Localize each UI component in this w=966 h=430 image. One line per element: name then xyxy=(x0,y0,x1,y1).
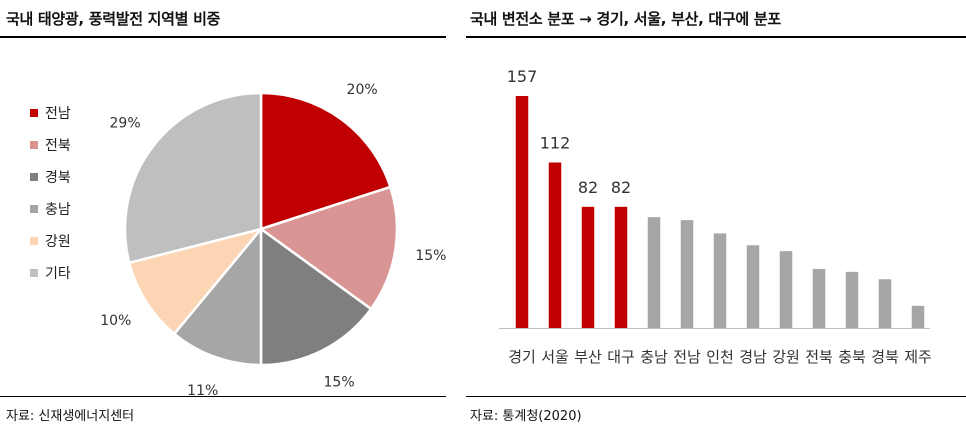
pie-title-rule xyxy=(0,36,446,38)
bar-충남 xyxy=(647,217,661,328)
pie-chart-title: 국내 태양광, 풍력발전 지역별 비중 xyxy=(6,10,221,28)
x-tick-label-충남: 충남 xyxy=(640,348,668,366)
bar-source-rule xyxy=(466,396,966,397)
legend-item-전남: 전남 xyxy=(30,97,71,129)
pie-slice-충남 xyxy=(172,225,263,367)
bar-전남 xyxy=(680,220,694,328)
pie-source: 자료: 신재생에너지센터 xyxy=(6,409,135,424)
bar-chart-title: 국내 변전소 분포 → 경기, 서울, 부산, 대구에 분포 xyxy=(470,10,781,28)
legend-label: 충남 xyxy=(45,202,71,218)
legend-swatch xyxy=(30,173,38,181)
x-tick-label-전북: 전북 xyxy=(805,348,833,366)
bar-chart: 157 경기 112 서울 82 부산 82 대구 충남 전남 인천 경남 강원 전북 충북 경북 제주 xyxy=(499,67,932,366)
x-tick-label-충북: 충북 xyxy=(838,348,866,366)
bar-대구 xyxy=(614,206,628,328)
bar-인천 xyxy=(713,233,727,328)
legend-item-충남: 충남 xyxy=(30,193,71,225)
bar-전북 xyxy=(812,268,826,328)
legend-item-경북: 경북 xyxy=(30,161,71,193)
legend-swatch xyxy=(30,141,38,149)
bar-title-rule xyxy=(466,36,966,38)
legend-label: 경북 xyxy=(45,170,71,186)
legend-item-전북: 전북 xyxy=(30,129,71,161)
x-tick-label-인천: 인천 xyxy=(706,348,734,366)
pie-slice-label-기타: 29% xyxy=(110,116,141,132)
pie-slice-label-전북: 15% xyxy=(415,248,446,264)
bar-value-label-경기: 157 xyxy=(507,67,538,86)
bar-충북 xyxy=(845,271,859,328)
bar-강원 xyxy=(779,251,793,328)
pie-slice-기타 xyxy=(123,91,263,265)
x-tick-label-제주: 제주 xyxy=(904,348,932,366)
legend-swatch xyxy=(30,269,38,277)
x-tick-label-전남: 전남 xyxy=(673,348,701,366)
bar-value-label-서울: 112 xyxy=(540,133,571,152)
bar-제주 xyxy=(911,305,925,328)
legend-label: 강원 xyxy=(45,234,71,250)
pie-source-rule xyxy=(0,396,446,397)
legend-label: 기타 xyxy=(45,266,71,282)
legend-swatch xyxy=(30,237,38,245)
pie-chart: 20% 15% 15% 11% 10% 29% xyxy=(100,82,446,399)
x-tick-label-강원: 강원 xyxy=(772,348,800,366)
bar-panel: 국내 변전소 분포 → 경기, 서울, 부산, 대구에 분포 157 경기 112 서… xyxy=(466,0,966,430)
bar-value-label-부산: 82 xyxy=(578,178,598,197)
bar-source: 자료: 통계청(2020) xyxy=(470,409,582,424)
pie-slice-전남 xyxy=(259,91,392,231)
pie-slice-label-전남: 20% xyxy=(347,82,378,98)
bar-부산 xyxy=(581,206,595,328)
x-tick-label-경남: 경남 xyxy=(739,348,767,366)
legend-item-기타: 기타 xyxy=(30,257,71,289)
legend-label: 전남 xyxy=(45,106,71,122)
x-tick-label-경북: 경북 xyxy=(871,348,899,366)
legend-swatch xyxy=(30,205,38,213)
legend-swatch xyxy=(30,109,38,117)
pie-slice-label-강원: 10% xyxy=(100,313,131,329)
legend-item-강원: 강원 xyxy=(30,225,71,257)
bar-value-label-대구: 82 xyxy=(611,178,631,197)
bar-서울 xyxy=(548,162,562,328)
bar-경북 xyxy=(878,279,892,328)
x-tick-label-대구: 대구 xyxy=(607,348,635,366)
x-tick-label-경기: 경기 xyxy=(508,348,536,366)
pie-slice-경북 xyxy=(259,226,373,367)
legend-label: 전북 xyxy=(45,138,71,154)
pie-slice-label-경북: 15% xyxy=(324,374,355,390)
bar-경기 xyxy=(515,96,529,328)
pie-slice-label-충남: 11% xyxy=(187,383,218,399)
bar-경남 xyxy=(746,245,760,328)
x-tick-label-부산: 부산 xyxy=(574,348,602,366)
pie-slice-전북 xyxy=(258,185,399,311)
x-tick-label-서울: 서울 xyxy=(541,348,569,366)
